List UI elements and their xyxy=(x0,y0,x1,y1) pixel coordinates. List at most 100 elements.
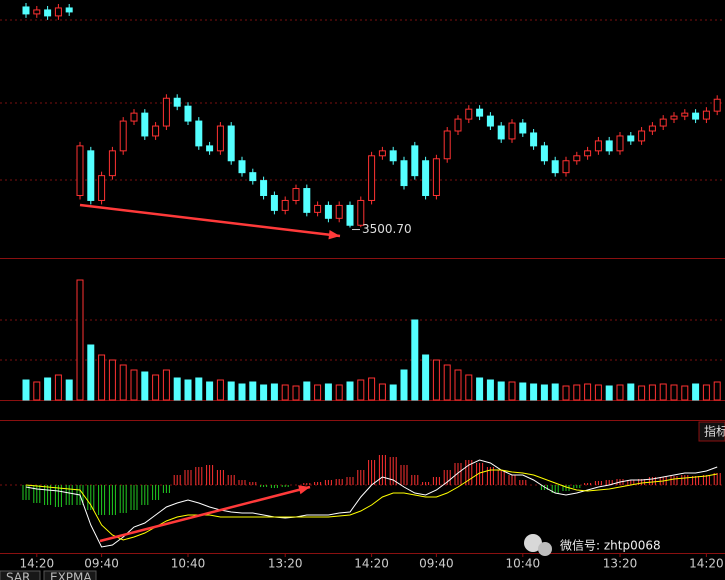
volume-bar xyxy=(692,383,700,401)
candle-body xyxy=(346,204,354,226)
candle-body xyxy=(659,118,667,127)
candle-body xyxy=(530,132,538,147)
volume-bar xyxy=(476,377,484,401)
candle-body xyxy=(605,140,613,152)
volume-bar xyxy=(184,379,192,401)
volume-bar xyxy=(670,384,678,401)
macd-line xyxy=(25,469,718,541)
candle-body xyxy=(314,204,322,213)
candle-body xyxy=(368,155,376,201)
volume-bar xyxy=(616,384,624,401)
candle-body xyxy=(594,140,602,152)
x-tick-label: 10:40 xyxy=(506,557,541,571)
indicator-button[interactable] xyxy=(698,421,725,442)
candle-body xyxy=(638,130,646,142)
candle-body xyxy=(281,199,289,211)
volume-bar xyxy=(648,384,656,401)
wechat-icon xyxy=(538,542,552,556)
volume-bar xyxy=(152,374,160,401)
volume-bar xyxy=(594,384,602,401)
volume-bar xyxy=(314,384,322,401)
volume-bar xyxy=(378,383,386,401)
wechat-icon xyxy=(524,534,542,552)
candle-body xyxy=(508,122,516,140)
candle-body xyxy=(454,118,462,132)
indicator-label: 指标 xyxy=(704,424,725,439)
volume-bar xyxy=(681,385,689,401)
volume-bar xyxy=(195,377,203,401)
tab[interactable] xyxy=(0,570,41,580)
candle-body xyxy=(476,108,484,117)
x-tick-label: 13:20 xyxy=(268,557,303,571)
volume-bar xyxy=(508,381,516,401)
x-tick-label: 09:40 xyxy=(84,557,119,571)
volume-bar xyxy=(422,354,430,401)
volume-bar xyxy=(249,381,257,401)
volume-bar xyxy=(454,369,462,401)
volume-bar xyxy=(227,381,235,401)
volume-bar xyxy=(65,379,73,401)
candle-body xyxy=(432,158,440,196)
volume-bar xyxy=(605,385,613,401)
volume-bar xyxy=(540,384,548,401)
candle-body xyxy=(130,112,138,122)
volume-bar xyxy=(368,377,376,401)
volume-bar xyxy=(638,385,646,401)
volume-bar xyxy=(270,383,278,401)
volume-bar xyxy=(22,379,30,401)
candle-body xyxy=(562,160,570,174)
tab-label: SAR xyxy=(6,571,30,580)
volume-bar xyxy=(346,381,354,401)
candle-body xyxy=(324,204,332,219)
volume-bar xyxy=(238,383,246,401)
candle-body xyxy=(411,145,419,177)
candle-body xyxy=(357,199,365,226)
volume-bar xyxy=(130,369,138,401)
volume-bar xyxy=(44,377,52,401)
candle-body xyxy=(702,110,710,120)
x-tick-label: 10:40 xyxy=(171,557,206,571)
volume-bar xyxy=(486,379,494,401)
candle-body xyxy=(54,7,62,17)
candle-body xyxy=(206,145,214,152)
candle-body xyxy=(98,175,106,201)
candle-body xyxy=(616,135,624,152)
candle-body xyxy=(249,172,257,182)
volume-bar xyxy=(292,385,300,401)
volume-bar xyxy=(562,385,570,401)
volume-bar xyxy=(33,381,41,401)
volume-bar xyxy=(87,344,95,401)
volume-bar xyxy=(659,383,667,401)
volume-bar xyxy=(584,383,592,401)
candle-body xyxy=(465,108,473,120)
candle-body xyxy=(378,150,386,157)
volume-bar xyxy=(216,379,224,401)
candle-body xyxy=(238,160,246,174)
candle-body xyxy=(195,120,203,147)
candle-body xyxy=(292,188,300,201)
watermark: 微信号: zhtp0068 xyxy=(560,539,661,553)
candle-body xyxy=(713,98,721,112)
volume-bar xyxy=(702,384,710,401)
volume-bar xyxy=(281,384,289,401)
candle-body xyxy=(573,155,581,162)
candle-body xyxy=(65,7,73,13)
candle-body xyxy=(76,145,84,196)
candle-body xyxy=(152,125,160,137)
candle-body xyxy=(648,125,656,132)
candle-body xyxy=(540,145,548,162)
candle-body xyxy=(443,130,451,160)
volume-bar xyxy=(108,359,116,401)
candle-body xyxy=(162,97,170,127)
arrow-head xyxy=(298,485,310,495)
tab[interactable] xyxy=(43,570,97,580)
annotation: 3500.70 xyxy=(362,222,412,236)
volume-bar xyxy=(324,383,332,401)
candle-body xyxy=(584,150,592,157)
candle-body xyxy=(260,180,268,196)
volume-bar xyxy=(713,381,721,401)
candle-body xyxy=(486,115,494,127)
candle-body xyxy=(497,125,505,140)
